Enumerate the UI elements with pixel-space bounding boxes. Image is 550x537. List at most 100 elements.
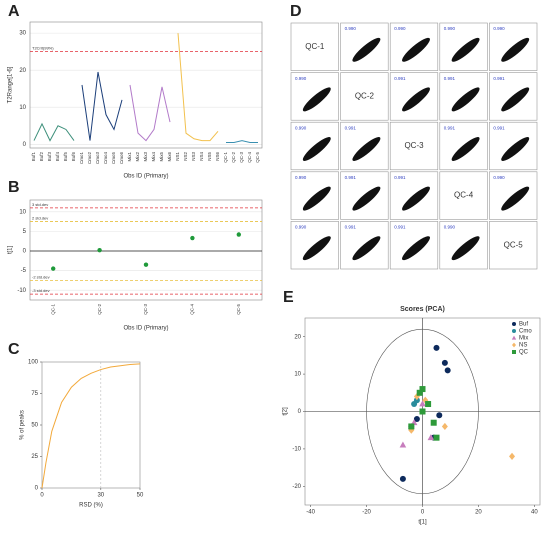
point xyxy=(419,408,426,415)
x-tick-label: 30 xyxy=(97,493,104,499)
scatter-cloud xyxy=(402,186,430,211)
variable-label: QC-4 xyxy=(454,191,474,200)
y-tick-label: -5 xyxy=(21,268,27,274)
x-axis-label: RSD (%) xyxy=(79,503,103,509)
correlation-label: 0.990 xyxy=(295,76,307,81)
chart-title: Scores (PCA) xyxy=(400,306,445,313)
panel-label: B xyxy=(8,179,20,196)
point xyxy=(416,389,423,396)
x-axis-label: t[1] xyxy=(418,520,427,526)
panel-label: C xyxy=(8,341,20,358)
x-tick-label: QC-1 xyxy=(223,152,228,163)
point xyxy=(509,452,516,460)
x-tick-label: Cmo1 xyxy=(79,152,84,165)
y-tick-label: 10 xyxy=(294,372,301,378)
panel-label: D xyxy=(290,3,302,20)
x-tick-label: QC-5 xyxy=(236,304,241,315)
correlation-label: 0.990 xyxy=(444,225,456,230)
y-axis-label: t[2] xyxy=(283,407,289,416)
matrix-cell xyxy=(389,121,439,171)
x-tick-label: NS1 xyxy=(175,152,180,161)
y-axis-label: t[1] xyxy=(8,246,14,255)
point xyxy=(399,475,406,482)
correlation-label: 0.991 xyxy=(345,225,357,230)
x-tick-label: Mix6 xyxy=(167,152,172,162)
correlation-label: 0.990 xyxy=(345,26,357,31)
x-tick-label: NS5 xyxy=(207,152,212,161)
y-tick-label: 0 xyxy=(298,409,302,415)
x-tick-label: Cmo2 xyxy=(87,152,92,165)
matrix-cell xyxy=(290,22,339,71)
x-tick-label: Mix2 xyxy=(135,152,140,162)
point xyxy=(97,247,102,253)
matrix-cell xyxy=(340,72,389,121)
variable-label: QC-3 xyxy=(404,141,424,150)
legend-swatch xyxy=(512,350,516,354)
matrix-cell xyxy=(489,221,538,270)
scatter-cloud xyxy=(302,236,331,261)
scatter-cloud xyxy=(501,37,530,62)
x-tick-label: QC-2 xyxy=(97,304,102,315)
y-tick-label: 0 xyxy=(23,249,27,255)
x-tick-label: Buf6 xyxy=(71,152,76,162)
correlation-label: 0.991 xyxy=(345,175,357,180)
y-tick-label: 5 xyxy=(23,229,27,235)
panel-label: E xyxy=(283,289,294,306)
scatter-cloud xyxy=(501,186,530,211)
point xyxy=(413,392,420,401)
y-tick-label: 0 xyxy=(35,486,39,492)
y-tick-label: -20 xyxy=(292,484,301,490)
y-tick-label: 75 xyxy=(31,391,38,397)
legend-swatch xyxy=(512,342,516,348)
point xyxy=(143,262,149,267)
scatter-cloud xyxy=(451,236,480,261)
correlation-label: 0.990 xyxy=(295,175,307,180)
reference-label: T2Crit(99%) xyxy=(32,46,54,51)
line-series xyxy=(129,84,171,142)
point xyxy=(427,434,435,441)
correlation-label: 0.991 xyxy=(394,175,406,180)
x-tick-label: NS6 xyxy=(215,152,220,161)
y-tick-label: 0 xyxy=(23,142,27,148)
scatter-cloud xyxy=(501,137,530,161)
correlation-label: 0.990 xyxy=(394,26,406,31)
x-axis-label: Obs ID (Primary) xyxy=(124,326,169,332)
x-tick-label: 50 xyxy=(137,493,144,499)
scatter-cloud xyxy=(451,137,480,161)
scatter-cloud xyxy=(352,37,381,62)
legend-swatch xyxy=(511,335,517,340)
matrix-cell xyxy=(489,171,538,220)
matrix-cell xyxy=(340,221,389,270)
plot-frame xyxy=(29,21,263,149)
scatter-cloud xyxy=(352,186,381,211)
correlation-label: 0.990 xyxy=(444,26,456,31)
correlation-label: 0.991 xyxy=(444,125,456,130)
confidence-ellipse xyxy=(366,328,479,495)
point xyxy=(441,359,448,366)
x-tick-label: QC-4 xyxy=(247,152,252,163)
point xyxy=(413,415,420,422)
point xyxy=(419,386,426,393)
plot-frame xyxy=(29,199,263,301)
scatter-cloud xyxy=(352,236,381,261)
line-series xyxy=(177,33,219,142)
x-tick-label: NS2 xyxy=(183,152,188,161)
x-tick-label: Mix1 xyxy=(127,152,132,162)
x-tick-label: Buf5 xyxy=(63,152,68,162)
legend-label: NS xyxy=(519,343,527,349)
x-tick-label: Buf4 xyxy=(55,152,60,162)
point xyxy=(236,232,241,237)
x-tick-label: QC-3 xyxy=(143,304,148,315)
point xyxy=(422,396,429,404)
scatter-cloud xyxy=(402,37,430,62)
scatter-cloud xyxy=(402,87,430,112)
panel-label: A xyxy=(8,3,20,20)
y-tick-label: 30 xyxy=(19,31,26,37)
point xyxy=(408,426,415,434)
legend-swatch xyxy=(512,322,516,326)
legend-label: Mix xyxy=(519,336,528,342)
plot-frame xyxy=(41,361,141,489)
reference-label: 3 std.dev xyxy=(32,202,48,207)
y-tick-label: 100 xyxy=(28,360,39,366)
